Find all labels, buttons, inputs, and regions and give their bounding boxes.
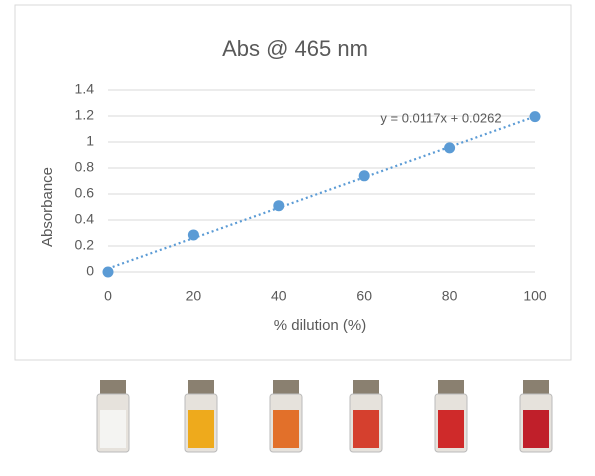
vials: [96, 380, 553, 453]
y-tick-label: 1.2: [75, 107, 95, 123]
x-tick-label: 60: [356, 288, 372, 304]
x-tick-label: 80: [442, 288, 458, 304]
vial: [519, 380, 553, 453]
data-point: [273, 200, 285, 212]
vial: [269, 380, 303, 453]
y-tick-label: 0.8: [75, 159, 95, 175]
y-axis-label: Absorbance: [39, 167, 56, 247]
data-point: [187, 229, 199, 241]
y-tick-label: 1.4: [75, 81, 95, 97]
x-tick-label: 40: [271, 288, 287, 304]
vial: [349, 380, 383, 453]
x-tick-label: 20: [186, 288, 202, 304]
y-tick-label: 0: [86, 263, 94, 279]
data-point: [102, 266, 114, 278]
data-point: [529, 111, 541, 123]
y-tick-label: 0.2: [75, 237, 95, 253]
data-point: [358, 170, 370, 182]
vial: [184, 380, 218, 453]
x-tick-label: 0: [104, 288, 112, 304]
data-point: [444, 142, 456, 154]
trendline-equation: y = 0.0117x + 0.0262: [380, 110, 501, 125]
vial: [434, 380, 468, 453]
vial: [96, 380, 130, 453]
chart-frame: [14, 4, 572, 361]
x-tick-label: 100: [523, 288, 547, 304]
y-tick-label: 1: [86, 133, 94, 149]
y-tick-label: 0.4: [75, 211, 95, 227]
chart-title: Abs @ 465 nm: [222, 36, 368, 61]
trendline: [107, 115, 536, 270]
y-tick-label: 0.6: [75, 185, 95, 201]
x-axis-label: % dilution (%): [274, 317, 367, 334]
